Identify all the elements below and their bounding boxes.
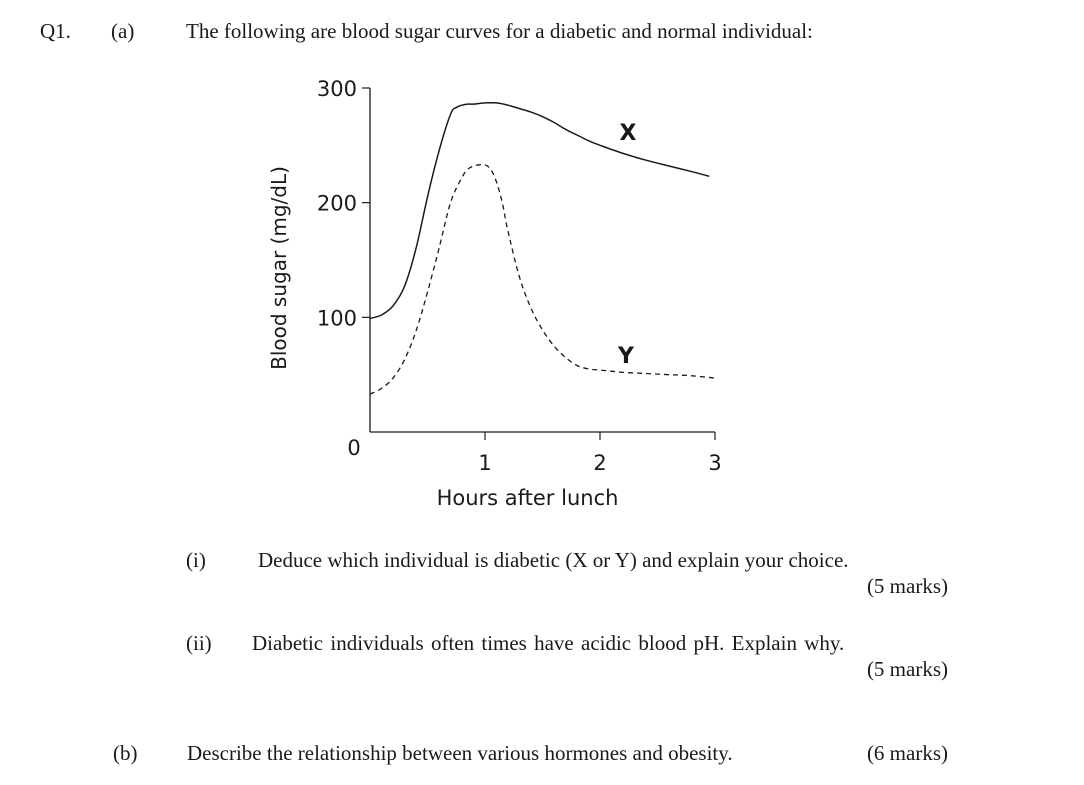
- part-b-marks: (6 marks): [866, 741, 948, 765]
- sub-i-text: Deduce which individual is diabetic (X o…: [258, 548, 849, 572]
- part-b-label: (b): [113, 741, 138, 765]
- series-x-line: [369, 101, 710, 320]
- y-axis-title: Blood sugar (mg/dL): [267, 166, 291, 370]
- y-tick-label-100: 100: [317, 306, 357, 330]
- sub-i-marks: (5 marks): [866, 574, 948, 598]
- curve-label-y: Y: [617, 344, 635, 369]
- chart-series: [369, 101, 716, 395]
- x-tick-label-2: 2: [593, 451, 606, 475]
- chart-labels: Hours after lunch Blood sugar (mg/dL) X Y: [267, 121, 637, 510]
- sub-ii-label: (ii): [186, 631, 212, 655]
- question-number: Q1.: [40, 19, 71, 43]
- y-tick-label-300: 300: [317, 77, 357, 101]
- sub-ii-marks: (5 marks): [866, 657, 948, 681]
- y-tick-label-200: 200: [317, 192, 357, 216]
- series-y-line: [369, 163, 716, 395]
- chart-axes: [369, 88, 715, 433]
- sub-ii-text: Diabetic individuals often times have ac…: [252, 631, 845, 655]
- x-tick-label-1: 1: [478, 451, 491, 475]
- part-a-intro: The following are blood sugar curves for…: [186, 19, 813, 43]
- part-b-text: Describe the relationship between variou…: [187, 741, 733, 765]
- x-axis-title: Hours after lunch: [437, 486, 619, 510]
- x-tick-label-3: 3: [708, 451, 721, 475]
- curve-label-x: X: [620, 121, 637, 146]
- part-a-label: (a): [111, 19, 135, 43]
- sub-i-label: (i): [186, 548, 206, 572]
- chart-ticks: 100 200 300 1 2 3 0: [317, 77, 722, 475]
- origin-label: 0: [347, 436, 360, 460]
